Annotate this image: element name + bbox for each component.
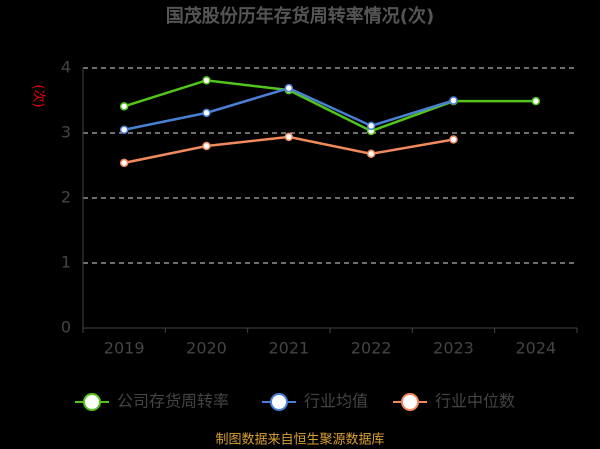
series-line	[123, 79, 536, 133]
data-point	[284, 83, 294, 93]
x-tick-label: 2023	[433, 339, 474, 358]
data-point	[531, 96, 541, 106]
data-point	[366, 121, 376, 131]
x-tick-label: 2022	[351, 339, 392, 358]
data-point	[366, 149, 376, 159]
x-tick-label: 2019	[104, 339, 145, 358]
y-tick-label: 0	[61, 318, 71, 337]
chart-title: 国茂股份历年存货周转率情况(次)	[166, 5, 434, 27]
y-tick-label: 2	[61, 188, 71, 207]
data-point	[202, 76, 211, 85]
data-point	[449, 135, 458, 144]
data-point	[202, 141, 211, 151]
y-tick-label: 3	[61, 123, 71, 142]
source-note: 制图数据来自恒生聚源数据库	[215, 432, 384, 448]
legend-label: 行业均值	[304, 392, 368, 411]
x-tick-label: 2024	[515, 339, 556, 358]
data-point	[119, 158, 129, 168]
y-axis-label: (次)	[31, 84, 47, 107]
legend-label: 公司存货周转率	[117, 392, 229, 411]
data-point	[284, 132, 294, 142]
data-point	[119, 125, 129, 134]
x-tick-label: 2020	[186, 339, 227, 358]
data-point	[449, 96, 458, 105]
legend-marker	[270, 393, 288, 411]
x-tick-label: 2021	[268, 339, 309, 358]
y-tick-label: 4	[61, 58, 71, 77]
series-line	[123, 86, 454, 131]
y-tick-label: 1	[61, 253, 71, 272]
legend-marker	[83, 393, 101, 411]
legend-marker	[401, 393, 419, 411]
legend-label: 行业中位数	[435, 392, 515, 411]
data-point	[119, 102, 129, 111]
data-point	[202, 108, 211, 118]
